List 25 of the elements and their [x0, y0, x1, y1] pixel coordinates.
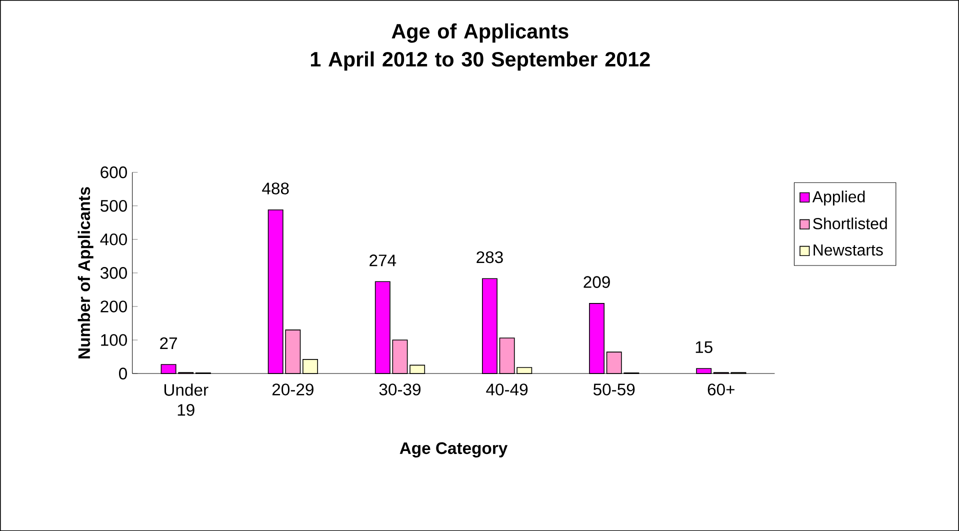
- data-label: 209: [584, 276, 610, 288]
- data-label: 15: [696, 341, 712, 353]
- legend-label: Applied: [812, 190, 865, 206]
- x-tick-label: 20-29: [272, 384, 314, 396]
- x-tick-label: 40-49: [486, 384, 528, 396]
- legend-label: Newstarts: [814, 244, 883, 256]
- y-tick-label: 300: [100, 266, 127, 279]
- y-tick-label: 400: [100, 233, 127, 246]
- y-axis-title: Number of Applicants: [78, 186, 94, 358]
- data-label: 283: [476, 251, 503, 264]
- legend-label: Shortlisted: [813, 217, 887, 230]
- y-tick-label: 0: [119, 368, 127, 380]
- y-tick-label: 200: [100, 300, 127, 312]
- data-label: 27: [160, 337, 177, 349]
- y-tick-label: 600: [100, 166, 127, 178]
- y-tick-label: 100: [101, 334, 127, 346]
- x-tick-label: 30-39: [379, 384, 421, 396]
- y-tick-label: 500: [100, 200, 127, 212]
- x-tick-label: 60+: [708, 384, 734, 396]
- data-label: 488: [262, 182, 289, 194]
- x-tick-label: 50-59: [593, 384, 635, 396]
- x-axis-title: Age Category: [400, 442, 508, 458]
- data-label: 274: [370, 254, 396, 266]
- x-tick-label: Under 19: [164, 383, 208, 416]
- chart-title: Age of Applicants 1 April 2012 to 30 September 2012: [310, 23, 650, 71]
